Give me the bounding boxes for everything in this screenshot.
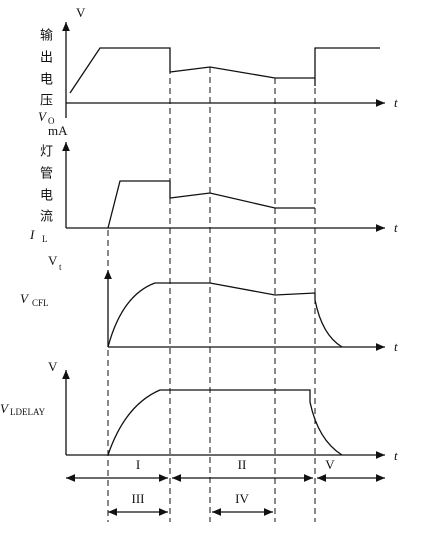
interval-label: IV	[235, 491, 249, 506]
x-label: t	[394, 339, 398, 354]
panel-vldelay: V V LDELAY t	[0, 359, 398, 463]
panel-vcfl: V t V CFL t	[20, 253, 398, 354]
signal-sub: LDELAY	[10, 407, 46, 417]
signal-name: V	[0, 401, 10, 416]
panel-lamp-current: mA 灯 管 电 流 I L t	[29, 123, 398, 244]
signal-sub: O	[48, 116, 55, 126]
signal-sub: L	[42, 234, 48, 244]
dashed-guides	[107, 48, 316, 522]
y-unit: V	[48, 253, 58, 268]
y-unit: mA	[48, 123, 68, 138]
signal-name: I	[29, 227, 35, 242]
interval-label: II	[238, 457, 247, 472]
label-char: 灯	[40, 145, 53, 160]
label-char: 出	[40, 51, 53, 66]
y-unit: V	[48, 359, 58, 374]
y-unit: V	[76, 5, 86, 20]
interval-label: V	[325, 457, 335, 472]
interval-arrows: I II V III IV	[66, 457, 385, 516]
label-char: 输	[40, 28, 53, 44]
panel-output-voltage: V 输 出 电 压 V O t	[38, 5, 398, 126]
label-char: 压	[40, 94, 53, 109]
y-unit-sub: t	[59, 262, 62, 272]
label-char: 管	[40, 167, 53, 182]
interval-label: III	[132, 491, 145, 506]
label-char: 电	[40, 189, 53, 204]
signal-sub: CFL	[32, 298, 49, 308]
label-char: 电	[40, 73, 53, 88]
x-label: t	[394, 95, 398, 110]
signal-name: V	[20, 291, 30, 306]
interval-label: I	[136, 457, 140, 472]
signal-name: V	[38, 109, 48, 124]
label-char: 流	[40, 210, 53, 225]
x-label: t	[394, 448, 398, 463]
x-label: t	[394, 220, 398, 235]
